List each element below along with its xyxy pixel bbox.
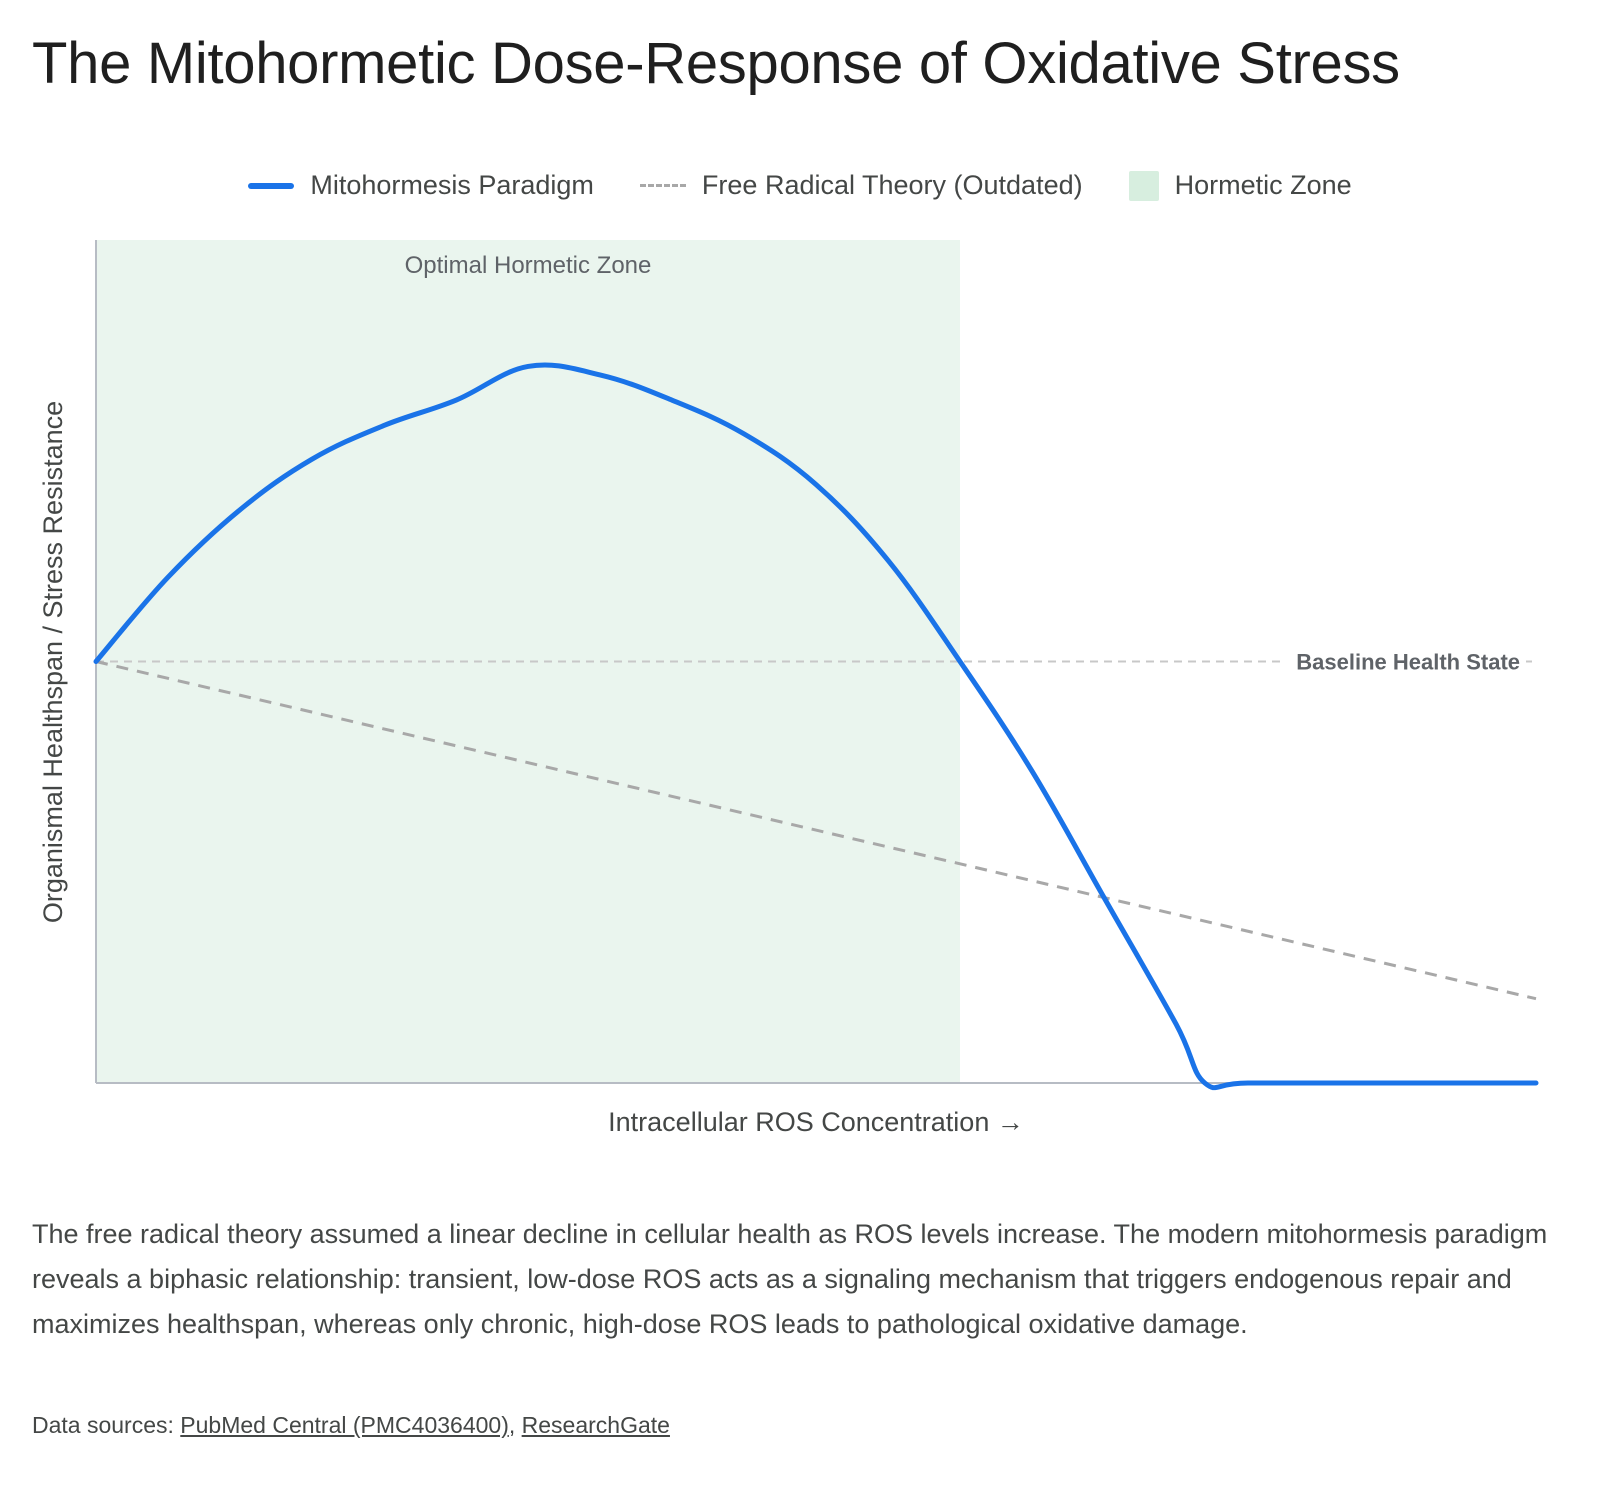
chart-description: The free radical theory assumed a linear… [32,1219,1548,1339]
x-axis-label: Intracellular ROS Concentration → [608,1107,1024,1137]
legend-label: Free Radical Theory (Outdated) [701,170,1083,200]
legend-item-free-radical[interactable]: Free Radical Theory (Outdated) [639,170,1083,201]
sources-separator: , [508,1412,516,1438]
hormetic-zone-label: Optimal Hormetic Zone [405,252,652,279]
source-link-researchgate[interactable]: ResearchGate [521,1412,670,1438]
legend-swatch-dashed [639,184,686,187]
baseline-label: Baseline Health State [1296,650,1520,675]
page-title: The Mitohormetic Dose-Response of Oxidat… [32,31,1400,96]
legend-swatch-solid [248,182,295,189]
source-link-pubmed[interactable]: PubMed Central (PMC4036400) [180,1412,509,1438]
sources-prefix: Data sources: [32,1412,174,1438]
legend-label: Hormetic Zone [1174,170,1352,200]
legend-item-hormetic-zone[interactable]: Hormetic Zone [1128,170,1352,201]
legend-item-mitohormesis[interactable]: Mitohormesis Paradigm [248,170,594,201]
legend-swatch-box [1128,170,1159,201]
chart-legend: Mitohormesis Paradigm Free Radical Theor… [0,170,1600,201]
legend-label: Mitohormesis Paradigm [310,170,594,200]
chart-svg: Optimal Hormetic Zone Baseline Health Sta… [38,240,1539,1137]
series-line-mitohormesis[interactable] [93,362,1539,1091]
data-sources: Data sources: PubMed Central (PMC4036400… [32,1412,670,1439]
y-axis-label: Organismal Healthspan / Stress Resistanc… [38,401,68,923]
series-line-free-radical-theory[interactable] [95,660,1537,1001]
